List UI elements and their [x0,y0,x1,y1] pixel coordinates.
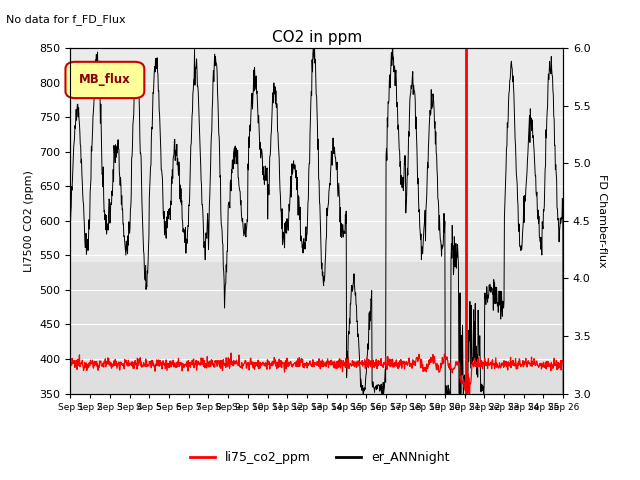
FancyBboxPatch shape [65,62,145,98]
Bar [70,262,563,394]
Title: CO2 in ppm: CO2 in ppm [271,30,362,46]
Legend: li75_co2_ppm, er_ANNnight: li75_co2_ppm, er_ANNnight [186,446,454,469]
Y-axis label: FD Chamber-flux: FD Chamber-flux [597,174,607,268]
Text: MB_flux: MB_flux [79,73,131,86]
Text: No data for f_FD_Flux: No data for f_FD_Flux [6,14,126,25]
Y-axis label: LI7500 CO2 (ppm): LI7500 CO2 (ppm) [24,170,34,272]
